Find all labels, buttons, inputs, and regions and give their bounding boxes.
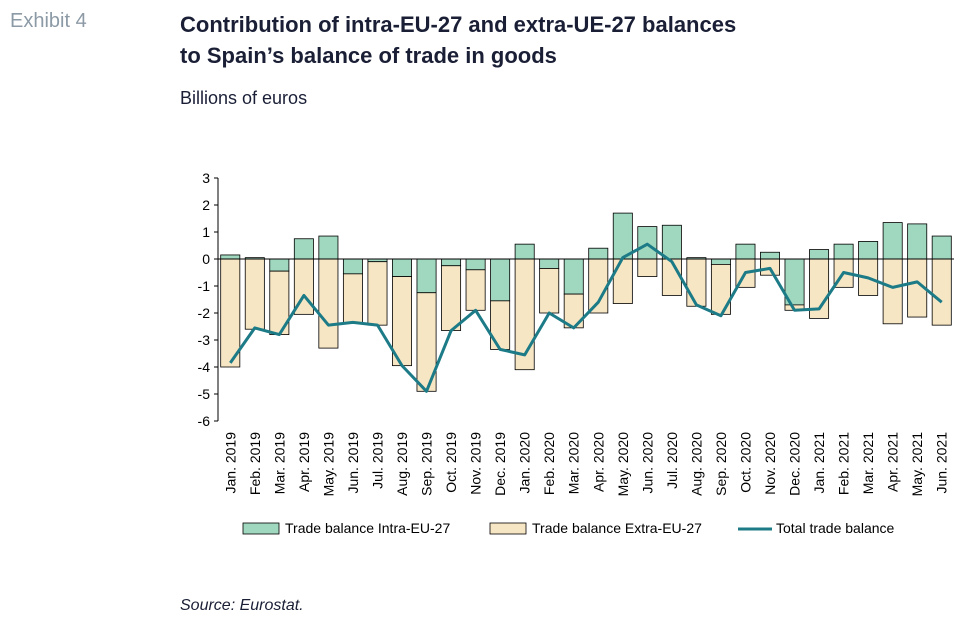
y-tick-label: 0 bbox=[202, 251, 210, 267]
intra-bar bbox=[465, 258, 486, 271]
y-tick-label: -5 bbox=[198, 386, 211, 402]
legend-extra-swatch bbox=[489, 522, 527, 535]
x-tick-label: Sep. 2020 bbox=[713, 432, 729, 496]
x-tick-label: May. 2019 bbox=[320, 432, 336, 497]
x-tick-label: Jun. 2021 bbox=[934, 432, 950, 494]
intra-bar bbox=[735, 243, 756, 260]
legend-total-label: Total trade balance bbox=[776, 520, 895, 536]
x-tick-label: Aug. 2020 bbox=[688, 432, 704, 496]
intra-bar bbox=[588, 247, 609, 260]
chart-title-line2: to Spain’s balance of trade in goods bbox=[180, 43, 557, 68]
x-tick-label: Jun. 2020 bbox=[639, 432, 655, 494]
intra-bar bbox=[220, 254, 241, 260]
intra-bar bbox=[514, 243, 535, 260]
y-tick-label: -4 bbox=[198, 359, 211, 375]
x-tick-label: Mar. 2021 bbox=[860, 432, 876, 494]
x-tick-label: Apr. 2020 bbox=[590, 432, 606, 492]
x-tick-label: Oct. 2020 bbox=[737, 432, 753, 493]
x-tick-label: Apr. 2019 bbox=[296, 432, 312, 492]
intra-bar bbox=[269, 258, 290, 272]
y-tick-label: 2 bbox=[202, 197, 210, 213]
x-tick-label: Nov. 2019 bbox=[468, 432, 484, 495]
x-tick-label: Oct. 2019 bbox=[443, 432, 459, 493]
extra-bar bbox=[465, 269, 486, 311]
x-tick-label: Feb. 2020 bbox=[541, 432, 557, 495]
y-tick-label: -2 bbox=[198, 305, 211, 321]
extra-bar bbox=[637, 258, 658, 277]
intra-bar bbox=[539, 258, 560, 269]
x-tick-label: Mar. 2020 bbox=[566, 432, 582, 494]
intra-bar bbox=[563, 258, 584, 295]
x-tick-label: Jun. 2019 bbox=[345, 432, 361, 494]
source-note: Source: Eurostat. bbox=[180, 597, 304, 614]
total-trade-balance-line bbox=[229, 242, 943, 393]
intra-bar bbox=[416, 258, 437, 294]
intra-bar bbox=[882, 222, 903, 260]
x-tick-label: May. 2021 bbox=[909, 432, 925, 497]
x-tick-label: Mar. 2019 bbox=[271, 432, 287, 494]
y-tick-label: -6 bbox=[198, 413, 211, 429]
extra-bar bbox=[931, 258, 952, 326]
intra-bar bbox=[490, 258, 511, 302]
intra-bar bbox=[293, 238, 314, 260]
extra-bar bbox=[882, 258, 903, 325]
trade-balance-chart: 3 2 1 0 -1 -2 -3 -4 -5 -6 Jan. 2019 Feb. 2019 Mar. 2… bbox=[198, 170, 954, 536]
extra-bar bbox=[244, 258, 265, 330]
x-tick-label: Jan. 2019 bbox=[222, 432, 238, 494]
x-tick-label: May. 2020 bbox=[615, 432, 631, 497]
extra-bar bbox=[367, 261, 388, 326]
y-tick-label: -1 bbox=[198, 278, 211, 294]
x-tick-label: Jul. 2019 bbox=[369, 432, 385, 489]
intra-bar bbox=[441, 258, 462, 267]
intra-bar bbox=[612, 212, 633, 260]
intra-bar bbox=[392, 258, 412, 277]
y-tick-label: 3 bbox=[202, 170, 210, 186]
intra-bar bbox=[661, 224, 682, 260]
x-tick-label: Dec. 2020 bbox=[787, 432, 803, 496]
y-tick-label: -3 bbox=[198, 332, 211, 348]
intra-bar bbox=[710, 258, 731, 265]
x-tick-label: Jan. 2021 bbox=[811, 432, 827, 494]
y-tick-label: 1 bbox=[202, 224, 210, 240]
intra-bar bbox=[931, 235, 952, 260]
legend-intra-swatch bbox=[242, 522, 280, 535]
intra-bar bbox=[809, 249, 830, 260]
intra-bar bbox=[858, 241, 879, 260]
extra-bar bbox=[588, 258, 609, 314]
extra-bar bbox=[490, 300, 511, 350]
intra-bar bbox=[833, 243, 854, 260]
legend-intra-label: Trade balance Intra-EU-27 bbox=[285, 520, 450, 536]
legend-extra-label: Trade balance Extra-EU-27 bbox=[532, 520, 702, 536]
exhibit-label: Exhibit 4 bbox=[10, 10, 87, 32]
x-tick-label: Dec. 2019 bbox=[492, 432, 508, 496]
x-tick-label: Jan. 2020 bbox=[517, 432, 533, 494]
x-tick-label: Aug. 2019 bbox=[394, 432, 410, 496]
extra-bar bbox=[612, 258, 633, 304]
intra-bar bbox=[318, 235, 339, 260]
chart-subtitle: Billions of euros bbox=[180, 88, 308, 108]
intra-bar bbox=[907, 223, 928, 260]
extra-bar bbox=[686, 258, 707, 307]
extra-bar bbox=[441, 265, 462, 331]
x-tick-label: Nov. 2020 bbox=[762, 432, 778, 495]
extra-bar bbox=[539, 268, 560, 314]
extra-bar bbox=[318, 258, 339, 349]
x-tick-label: Sep. 2019 bbox=[419, 432, 435, 496]
extra-bar bbox=[342, 273, 363, 323]
x-tick-label: Apr. 2021 bbox=[885, 432, 901, 492]
x-tick-label: Jul. 2020 bbox=[664, 432, 680, 489]
intra-bar bbox=[760, 251, 780, 260]
chart-title-line1: Contribution of intra-EU-27 and extra-UE… bbox=[180, 12, 737, 37]
x-tick-label: Feb. 2021 bbox=[836, 432, 852, 495]
x-tick-label: Feb. 2019 bbox=[247, 432, 263, 495]
intra-bar bbox=[342, 258, 363, 275]
chart-title: Contribution of intra-EU-27 and extra-UE… bbox=[180, 9, 736, 71]
